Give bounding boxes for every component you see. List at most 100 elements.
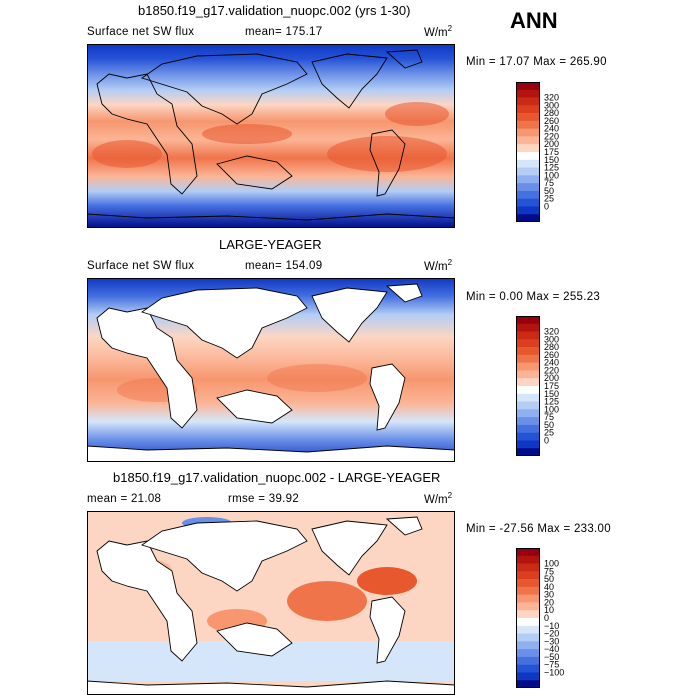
panel1-map [87,44,455,228]
panel3-colorbar-swatches [516,548,540,688]
colorbar-swatch [516,331,540,340]
colorbar-tick-label: −40 [544,644,559,654]
colorbar-swatch [516,664,540,673]
colorbar-tick-label: −100 [544,667,564,677]
panel3-units: W/m2 [424,491,453,506]
colorbar-tick-label: 0 [544,201,549,211]
colorbar-tick-label: −30 [544,636,559,646]
colorbar-tick-label: 50 [544,186,554,196]
colorbar-swatch [516,571,540,580]
panel2-colorbar-frame [516,316,540,456]
colorbar-tick-label: −75 [544,660,559,670]
colorbar-swatch [516,362,540,371]
colorbar-swatch [516,393,540,402]
colorbar-tick-label: 175 [544,147,559,157]
colorbar-swatch [516,206,540,215]
colorbar-tick-label: 320 [544,327,559,337]
colorbar-tick-label: 220 [544,131,559,141]
colorbar-tick-label: 175 [544,381,559,391]
colorbar-swatch [516,144,540,153]
colorbar-swatch [516,136,540,145]
panel1-coastlines [87,49,455,221]
colorbar-tick-label: 40 [544,582,554,592]
panel3-rmse: rmse = 39.92 [228,493,300,505]
panel2-map [87,278,455,462]
colorbar-swatch [516,440,540,449]
colorbar-swatch [516,120,540,129]
colorbar-tick-label: 300 [544,334,559,344]
colorbar-tick-label: 25 [544,194,554,204]
panel3-mean: mean = 21.08 [87,493,162,505]
colorbar-tick-label: 125 [544,163,559,173]
colorbar-tick-label: 50 [544,574,554,584]
colorbar-tick-label: 300 [544,100,559,110]
colorbar-swatch [516,548,540,557]
colorbar-tick-label: 220 [544,365,559,375]
colorbar-swatch [516,214,540,222]
colorbar-tick-label: 240 [544,124,559,134]
panel2-frame [87,278,455,462]
panel2-units: W/m2 [424,258,453,273]
colorbar-tick-label: 100 [544,559,559,569]
colorbar-tick-label: 200 [544,373,559,383]
colorbar-tick-label: −50 [544,652,559,662]
colorbar-swatch [516,316,540,325]
colorbar-swatch [516,602,540,611]
panel2-title: LARGE-YEAGER [219,237,322,252]
colorbar-swatch [516,175,540,184]
colorbar-tick-label: 320 [544,93,559,103]
colorbar-swatch [516,128,540,137]
colorbar-swatch [516,579,540,588]
colorbar-swatch [516,190,540,199]
colorbar-swatch [516,82,540,91]
panel1-frame [87,44,455,228]
colorbar-tick-label: −20 [544,629,559,639]
colorbar-swatch [516,555,540,564]
colorbar-swatch [516,167,540,176]
panel1-title: b1850.f19_g17.validation_nuopc.002 (yrs … [138,3,411,18]
colorbar-swatch [516,386,540,395]
colorbar-swatch [516,618,540,627]
colorbar-swatch [516,563,540,572]
panel3-minmax: Min = -27.56 Max = 233.00 [466,523,611,535]
panel1-colorbar-frame [516,82,540,222]
colorbar-tick-label: 260 [544,350,559,360]
colorbar-tick-label: 280 [544,342,559,352]
colorbar-swatch [516,586,540,595]
panel2-field-label: Surface net SW flux [87,260,195,272]
colorbar-tick-label: 200 [544,139,559,149]
colorbar-swatch [516,89,540,98]
colorbar-tick-label: 75 [544,566,554,576]
panel1-colorbar-swatches [516,82,540,222]
panel1-mean: mean= 175.17 [245,26,323,38]
colorbar-tick-label: 30 [544,590,554,600]
panel3-colorbar-frame [516,548,540,688]
panel3-map [87,511,455,695]
colorbar-tick-label: 150 [544,155,559,165]
colorbar-swatch [516,370,540,379]
colorbar-swatch [516,378,540,387]
colorbar-tick-label: 25 [544,428,554,438]
panel3-title: b1850.f19_g17.validation_nuopc.002 - LAR… [113,470,441,485]
colorbar-tick-label: 10 [544,605,554,615]
season-label: ANN [510,8,558,33]
colorbar-swatch [516,105,540,114]
colorbar-swatch [516,641,540,650]
panel3-frame [87,511,455,695]
panel2-land [87,283,455,462]
colorbar-swatch [516,113,540,122]
colorbar-swatch [516,432,540,441]
colorbar-swatch [516,198,540,207]
colorbar-swatch [516,594,540,603]
colorbar-tick-label: 125 [544,397,559,407]
colorbar-swatch [516,680,540,688]
panel1-units: W/m2 [424,24,453,39]
colorbar-swatch [516,159,540,168]
colorbar-tick-label: 50 [544,420,554,430]
